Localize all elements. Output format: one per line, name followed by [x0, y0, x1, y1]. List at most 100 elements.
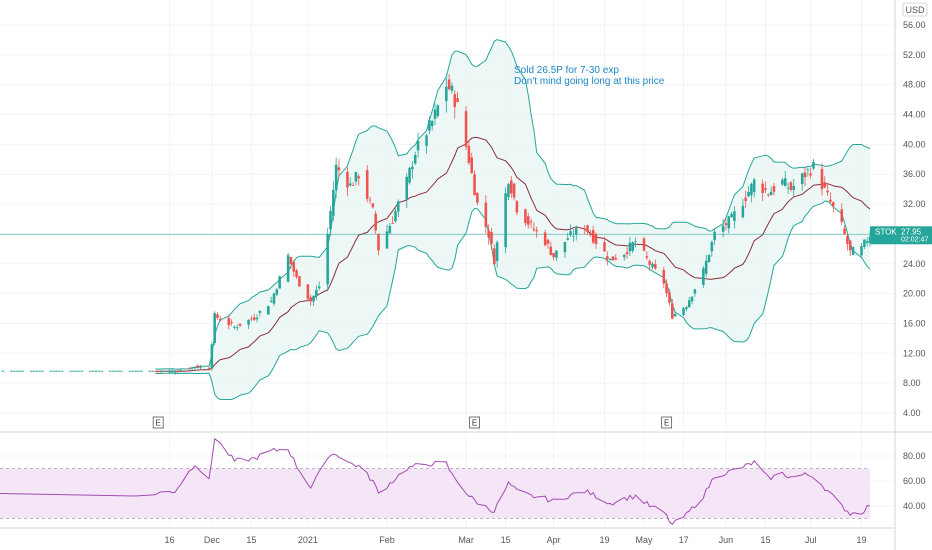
candle-body	[727, 216, 731, 229]
candle-body	[532, 228, 536, 230]
price-tick-label: 56.00	[903, 20, 926, 30]
price-grid	[0, 0, 895, 430]
candle-body	[591, 229, 595, 243]
candle-body	[673, 313, 677, 317]
candle-body	[490, 231, 493, 244]
candle-body	[509, 180, 513, 194]
candle-body	[190, 367, 194, 369]
last-price-badge: STOK 27.95 02:02:47	[870, 226, 932, 245]
candle-body	[365, 170, 369, 199]
candle-body	[156, 371, 160, 372]
candle-body	[764, 188, 767, 190]
currency-badge[interactable]	[902, 2, 928, 17]
rsi-tick-label: 40.00	[903, 501, 926, 511]
candle-body	[445, 86, 448, 102]
candle-body	[425, 135, 428, 146]
candle-body	[772, 186, 776, 192]
candle-body	[495, 242, 499, 262]
candle-body	[863, 239, 866, 247]
candle-body	[447, 79, 451, 90]
ticker-label: STOK	[875, 227, 897, 236]
rsi-tick-labels: 40.00 60.00 80.00	[903, 451, 926, 511]
earnings-marker	[152, 416, 164, 429]
candle-body	[315, 289, 318, 297]
bollinger-upper-band	[155, 39, 871, 370]
candle-body	[730, 213, 733, 218]
earnings-marker	[661, 416, 673, 429]
time-tick-label: Apr	[547, 535, 561, 545]
candle-body	[329, 211, 332, 230]
candle-body	[704, 260, 708, 274]
candle-body	[846, 235, 849, 244]
candle-body	[258, 311, 262, 313]
candle-body	[572, 235, 575, 237]
candle-body	[860, 246, 863, 256]
candle-body	[171, 370, 174, 373]
candle-body	[493, 248, 496, 265]
time-tick-label: May	[636, 535, 654, 545]
candle-body	[747, 191, 750, 197]
price-tick-label: 48.00	[903, 80, 926, 90]
candle-body	[809, 173, 812, 176]
candle-body	[267, 306, 270, 315]
candle-body	[648, 261, 651, 265]
rsi-pane	[0, 434, 895, 528]
candle-body	[512, 183, 516, 198]
candle-body	[611, 256, 615, 261]
time-scale[interactable]: 16 Dec 15 2021 Feb Mar 15 Apr 19 May 17 Jun 15 Jul 19	[0, 527, 895, 545]
price-tick-label: 20.00	[903, 289, 926, 299]
candle-body	[690, 296, 694, 302]
candle-body	[334, 164, 338, 191]
candle-body	[733, 211, 736, 222]
candle-body	[800, 173, 804, 185]
candle-body	[298, 276, 301, 287]
annotation-line-1: Sold 26.5P for 7-30 exp	[514, 65, 619, 76]
candle-body	[594, 234, 598, 244]
candle-body	[346, 171, 349, 188]
candle-body	[741, 205, 745, 218]
candle-body	[574, 228, 578, 235]
time-tick-label: 2021	[298, 535, 318, 545]
candle-body	[213, 313, 216, 344]
price-tick-labels: 4.008.0012.0016.0020.0024.0028.0032.0036…	[903, 20, 926, 418]
candle-body	[159, 370, 163, 372]
candle-body	[606, 256, 609, 260]
candle-body	[865, 241, 869, 244]
price-tick-label: 44.00	[903, 110, 926, 120]
candle-body	[354, 172, 358, 182]
candle-body	[487, 230, 490, 238]
candle-body	[710, 241, 714, 252]
price-scale[interactable]: USD 4.008.0012.0016.0020.0024.0028.0032.…	[870, 0, 932, 550]
candle-body	[391, 222, 394, 224]
candle-body	[614, 258, 618, 260]
candle-body	[292, 262, 296, 272]
last-price-value: 27.95	[901, 227, 922, 236]
candle-body	[476, 192, 479, 203]
candle-body	[484, 202, 488, 228]
candle-body	[371, 203, 375, 208]
candle-body	[586, 225, 589, 232]
annotation-line-2: Don't mind going long at this price	[514, 76, 665, 87]
candle-body	[823, 182, 827, 188]
candle-body	[227, 317, 231, 326]
price-tick-label: 36.00	[903, 169, 926, 179]
candle-body	[786, 187, 790, 189]
candle-body	[247, 319, 250, 325]
candle-body	[416, 140, 420, 151]
candle-body	[713, 231, 716, 241]
candle-body	[187, 368, 191, 370]
candle-body	[408, 167, 411, 183]
candle-body	[829, 199, 832, 202]
time-tick-label: 15	[501, 535, 511, 545]
candle-body	[671, 303, 674, 319]
time-tick-label: 19	[857, 535, 867, 545]
candle-body	[252, 317, 256, 320]
rsi-tick-label: 80.00	[903, 451, 926, 461]
candle-body	[464, 111, 468, 147]
price-tick-label: 12.00	[903, 348, 926, 358]
price-tick-label: 32.00	[903, 199, 926, 209]
candle-body	[453, 94, 457, 108]
candle-body	[812, 161, 815, 169]
